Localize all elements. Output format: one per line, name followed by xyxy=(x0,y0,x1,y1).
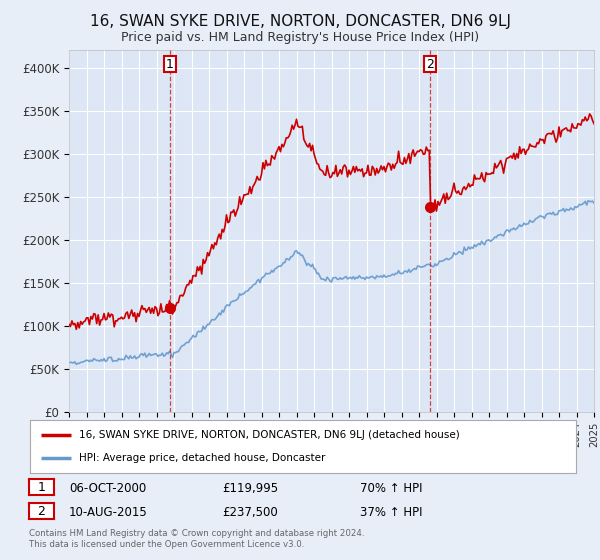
Text: Contains HM Land Registry data © Crown copyright and database right 2024.
This d: Contains HM Land Registry data © Crown c… xyxy=(29,529,364,549)
Text: 10-AUG-2015: 10-AUG-2015 xyxy=(69,506,148,519)
Text: 06-OCT-2000: 06-OCT-2000 xyxy=(69,482,146,495)
Text: 2: 2 xyxy=(426,58,434,71)
Text: 70% ↑ HPI: 70% ↑ HPI xyxy=(360,482,422,495)
FancyBboxPatch shape xyxy=(424,57,436,72)
Text: 1: 1 xyxy=(37,480,46,494)
Text: Price paid vs. HM Land Registry's House Price Index (HPI): Price paid vs. HM Land Registry's House … xyxy=(121,31,479,44)
Text: HPI: Average price, detached house, Doncaster: HPI: Average price, detached house, Donc… xyxy=(79,453,326,463)
FancyBboxPatch shape xyxy=(164,57,176,72)
Text: 16, SWAN SYKE DRIVE, NORTON, DONCASTER, DN6 9LJ: 16, SWAN SYKE DRIVE, NORTON, DONCASTER, … xyxy=(89,14,511,29)
Text: 1: 1 xyxy=(166,58,174,71)
Text: 37% ↑ HPI: 37% ↑ HPI xyxy=(360,506,422,519)
Text: £119,995: £119,995 xyxy=(222,482,278,495)
Text: £237,500: £237,500 xyxy=(222,506,278,519)
Text: 2: 2 xyxy=(37,505,46,518)
Text: 16, SWAN SYKE DRIVE, NORTON, DONCASTER, DN6 9LJ (detached house): 16, SWAN SYKE DRIVE, NORTON, DONCASTER, … xyxy=(79,430,460,440)
